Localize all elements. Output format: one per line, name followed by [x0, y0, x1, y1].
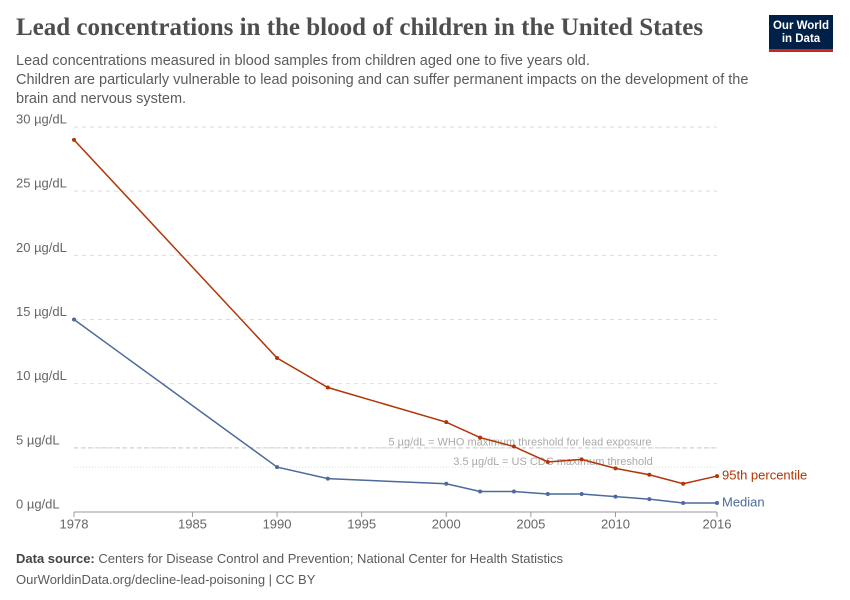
point [275, 465, 280, 470]
point [647, 472, 652, 477]
source-label: Data source: [16, 551, 95, 566]
y-tick-label: 5 µg/dL [16, 432, 60, 447]
x-tick-label: 2010 [601, 516, 630, 531]
y-tick-label: 30 µg/dL [16, 111, 67, 126]
point [579, 492, 584, 497]
subtitle-line: Lead concentrations measured in blood sa… [16, 53, 590, 69]
reference-label: 5 µg/dL = WHO maximum threshold for lead… [388, 437, 651, 449]
x-tick-label: 1990 [263, 516, 292, 531]
point [72, 137, 76, 142]
point [325, 385, 330, 390]
x-tick-label: 2000 [432, 516, 461, 531]
point [715, 474, 719, 479]
y-tick-label: 15 µg/dL [16, 304, 67, 319]
y-tick-label: 25 µg/dL [16, 176, 67, 191]
logo[interactable]: Our World in Data [769, 15, 833, 52]
point [715, 501, 719, 506]
point [613, 466, 618, 471]
series-label: Median [722, 494, 765, 509]
chart-title: Lead concentrations in the blood of chil… [16, 14, 704, 41]
logo-text: in Data [781, 33, 821, 45]
y-tick-label: 20 µg/dL [16, 240, 67, 255]
point [545, 492, 550, 497]
x-tick-label: 1978 [60, 516, 89, 531]
series-label: 95th percentile [722, 468, 807, 483]
footer: Data source: Centers for Disease Control… [16, 548, 563, 590]
y-tick-label: 10 µg/dL [16, 368, 67, 383]
point [72, 317, 76, 322]
point [275, 356, 280, 360]
source-line: Data source: Centers for Disease Control… [16, 548, 563, 569]
series-line [73, 318, 717, 504]
point [325, 476, 330, 481]
point [511, 489, 516, 494]
subtitle-line: Children are particularly vulnerable to … [16, 72, 749, 107]
point [613, 494, 618, 499]
point [647, 497, 652, 502]
point [579, 457, 584, 462]
url[interactable]: OurWorldinData.org/decline-lead-poisonin… [16, 572, 316, 587]
x-tick-label: 1995 [347, 516, 376, 531]
series-line [73, 139, 718, 485]
point [681, 481, 686, 486]
point [444, 481, 449, 486]
point [511, 444, 516, 449]
point [444, 420, 449, 425]
point [681, 501, 686, 506]
x-tick-label: 2016 [703, 516, 732, 531]
x-tick-label: 1985 [178, 516, 207, 531]
logo-text: Our World [772, 20, 829, 32]
source: Centers for Disease Control and Preventi… [98, 551, 563, 566]
y-tick-label: 0 µg/dL [16, 496, 60, 511]
point [478, 435, 483, 440]
subtitle: Lead concentrations measured in blood sa… [16, 52, 751, 109]
x-tick-label: 2005 [516, 516, 545, 531]
point [478, 489, 483, 494]
point [545, 459, 550, 464]
